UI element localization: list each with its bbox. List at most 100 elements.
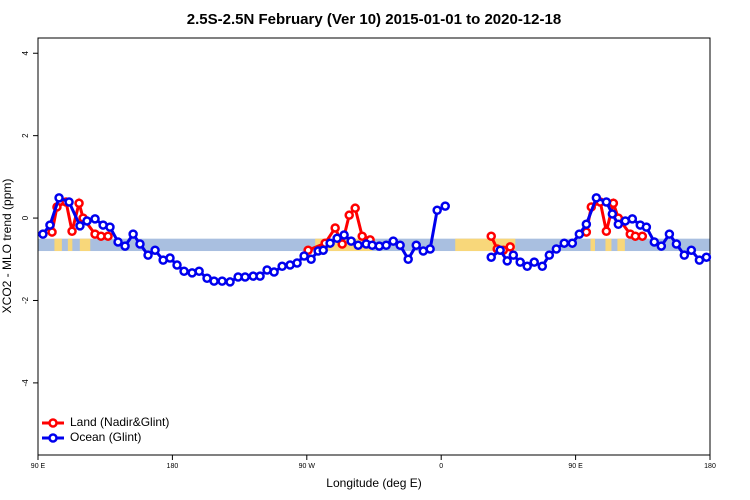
y-tick-label: 0	[21, 215, 30, 220]
data-point	[277, 261, 287, 272]
data-point	[432, 205, 442, 215]
data-point	[440, 201, 450, 211]
data-point	[172, 260, 182, 270]
band-highlight	[79, 238, 91, 252]
data-point	[75, 221, 85, 231]
data-point	[601, 226, 612, 237]
data-point	[505, 242, 515, 252]
data-point	[664, 229, 675, 239]
x-tick-label: 90 E	[31, 463, 46, 470]
data-point	[613, 219, 624, 229]
data-point	[128, 229, 138, 239]
data-point	[381, 240, 391, 251]
data-point	[330, 223, 340, 233]
data-point	[627, 214, 638, 224]
data-point	[425, 244, 435, 254]
plot-frame	[37, 37, 711, 456]
data-point	[103, 231, 113, 241]
band-highlight	[590, 238, 596, 252]
data-point	[299, 251, 309, 261]
data-point	[194, 266, 204, 276]
data-point	[656, 241, 667, 251]
data-point	[607, 209, 618, 219]
x-axis-label: Longitude (deg E)	[326, 476, 421, 490]
data-point	[332, 233, 342, 244]
legend-label: Land (Nadir&Glint)	[70, 415, 169, 429]
y-axis-label: XCO2 - MLO trend (ppm)	[0, 179, 14, 314]
data-point	[671, 239, 682, 249]
data-point	[90, 214, 100, 224]
data-point	[269, 267, 279, 277]
y-tick-label: -4	[21, 379, 30, 387]
data-point	[67, 226, 77, 237]
data-point	[567, 238, 578, 248]
data-point	[120, 241, 130, 251]
data-point	[637, 231, 648, 241]
data-point	[225, 277, 235, 287]
data-point	[591, 193, 602, 203]
data-point	[559, 238, 570, 248]
legend-label: Ocean (Glint)	[70, 430, 141, 444]
data-point	[495, 245, 505, 255]
data-point	[388, 236, 399, 246]
data-point	[240, 272, 250, 282]
data-point	[64, 197, 74, 207]
data-point	[649, 237, 660, 247]
x-tick-label: 180	[704, 463, 716, 470]
data-point	[45, 220, 55, 230]
data-point	[357, 231, 367, 241]
data-point	[641, 222, 652, 232]
y-tick-label: 4	[21, 50, 30, 55]
data-point	[395, 240, 405, 251]
data-point	[82, 216, 92, 226]
data-point	[574, 229, 585, 239]
legend-marker	[48, 418, 58, 428]
y-tick-label: 2	[21, 133, 30, 138]
data-point	[135, 239, 145, 249]
data-point	[217, 276, 227, 286]
data-point	[113, 237, 123, 247]
data-point	[515, 257, 525, 267]
data-point	[344, 210, 354, 220]
x-tick-label: 90 E	[568, 463, 583, 470]
band-highlight	[617, 238, 625, 252]
data-point	[403, 254, 413, 265]
data-point	[486, 231, 496, 241]
data-point	[209, 276, 219, 286]
data-point	[105, 222, 115, 232]
data-point	[292, 258, 302, 268]
data-point	[581, 219, 592, 229]
data-point	[502, 256, 512, 266]
data-point	[339, 230, 349, 240]
band-highlight	[67, 238, 73, 252]
data-point	[165, 253, 175, 263]
data-point	[353, 240, 363, 251]
data-point	[318, 245, 328, 255]
data-point	[508, 250, 519, 260]
data-point	[529, 257, 539, 267]
data-point	[537, 261, 548, 272]
data-point	[551, 244, 562, 254]
x-tick-label: 90 W	[299, 463, 316, 470]
data-point	[325, 238, 335, 248]
data-point	[346, 236, 356, 246]
x-tick-label: 180	[167, 463, 179, 470]
data-point	[522, 261, 532, 272]
data-point	[679, 250, 690, 260]
data-point	[544, 250, 555, 260]
data-point	[337, 239, 347, 249]
data-point	[686, 245, 697, 255]
data-point	[411, 240, 422, 251]
data-point	[255, 271, 265, 281]
data-point	[54, 193, 64, 203]
data-point	[143, 250, 153, 260]
data-point	[486, 252, 496, 262]
data-point	[350, 203, 360, 213]
data-point	[306, 254, 316, 265]
y-tick-label: -2	[21, 296, 30, 304]
data-point	[701, 252, 712, 262]
band-highlight	[54, 238, 62, 252]
data-point	[38, 229, 48, 239]
legend-marker	[48, 433, 58, 443]
x-tick-label: 0	[439, 463, 443, 470]
